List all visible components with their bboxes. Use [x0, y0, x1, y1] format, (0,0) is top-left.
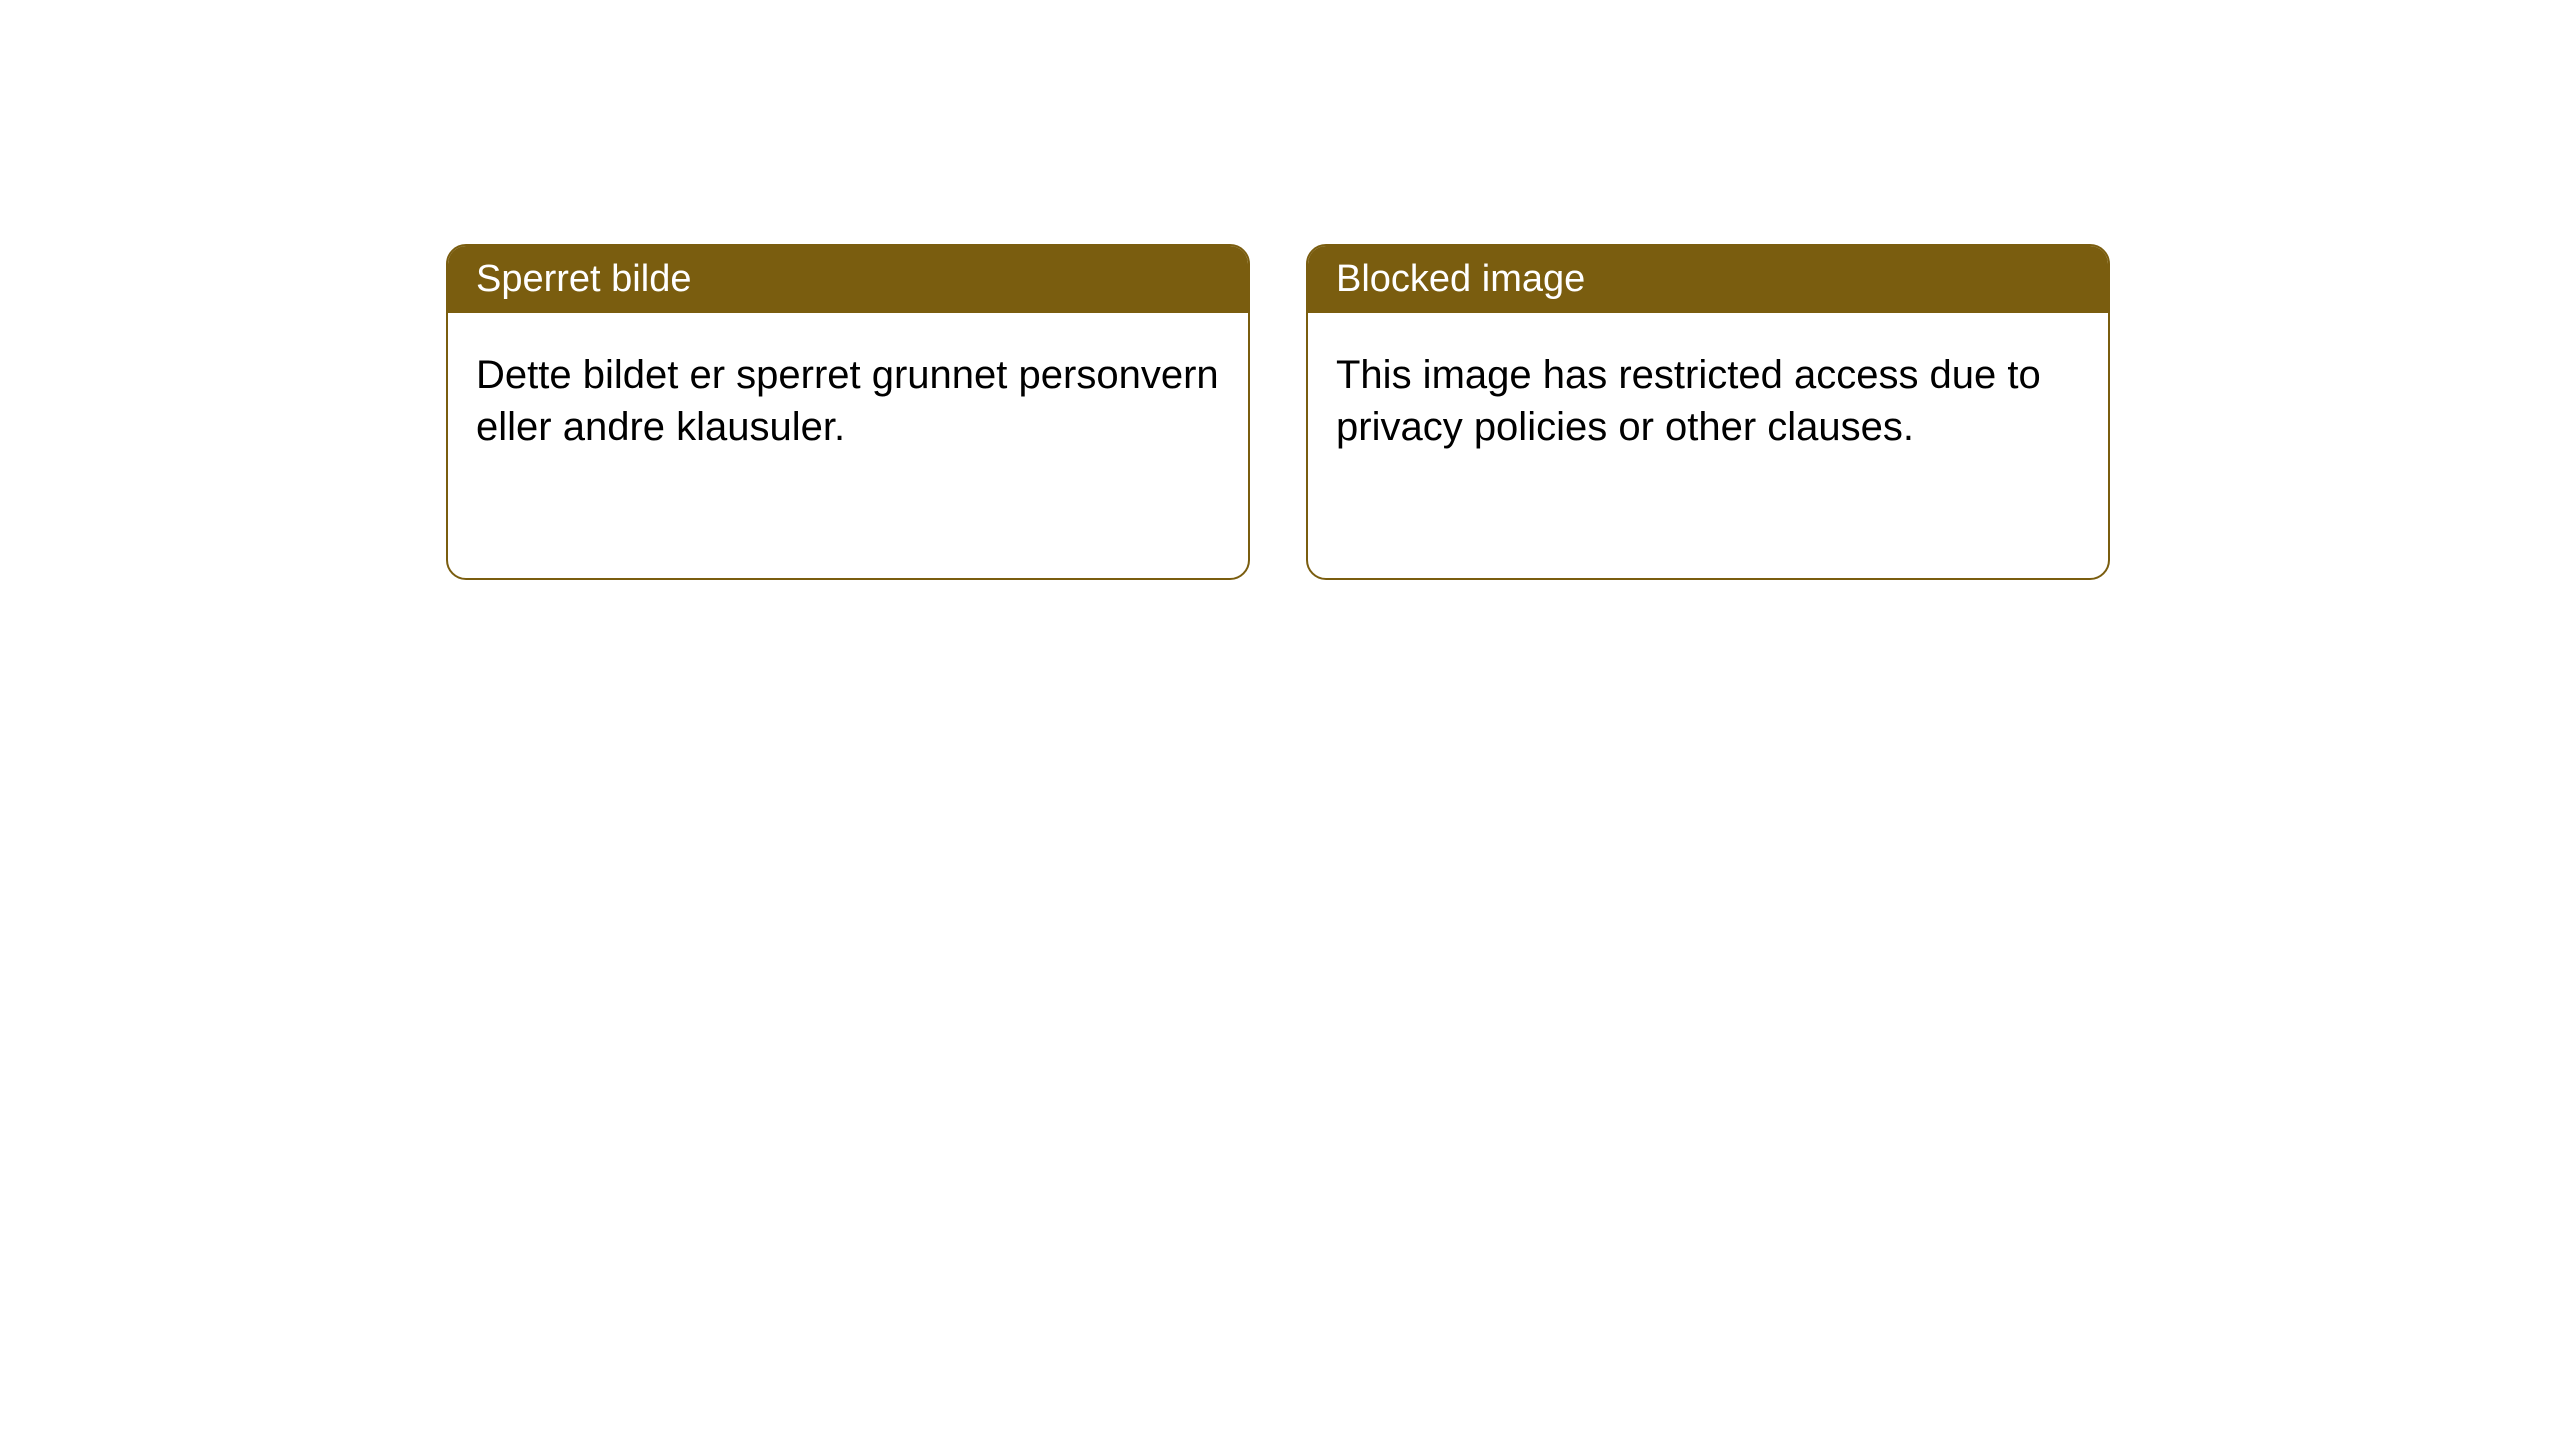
card-message: Dette bildet er sperret grunnet personve… [476, 353, 1219, 449]
card-header: Sperret bilde [448, 246, 1248, 313]
card-body: Dette bildet er sperret grunnet personve… [448, 313, 1248, 489]
card-header: Blocked image [1308, 246, 2108, 313]
blocked-image-card-no: Sperret bilde Dette bildet er sperret gr… [446, 244, 1250, 580]
blocked-image-card-en: Blocked image This image has restricted … [1306, 244, 2110, 580]
card-body: This image has restricted access due to … [1308, 313, 2108, 489]
card-title: Blocked image [1336, 258, 1585, 300]
notice-container: Sperret bilde Dette bildet er sperret gr… [0, 0, 2560, 580]
card-title: Sperret bilde [476, 258, 691, 300]
card-message: This image has restricted access due to … [1336, 353, 2041, 449]
